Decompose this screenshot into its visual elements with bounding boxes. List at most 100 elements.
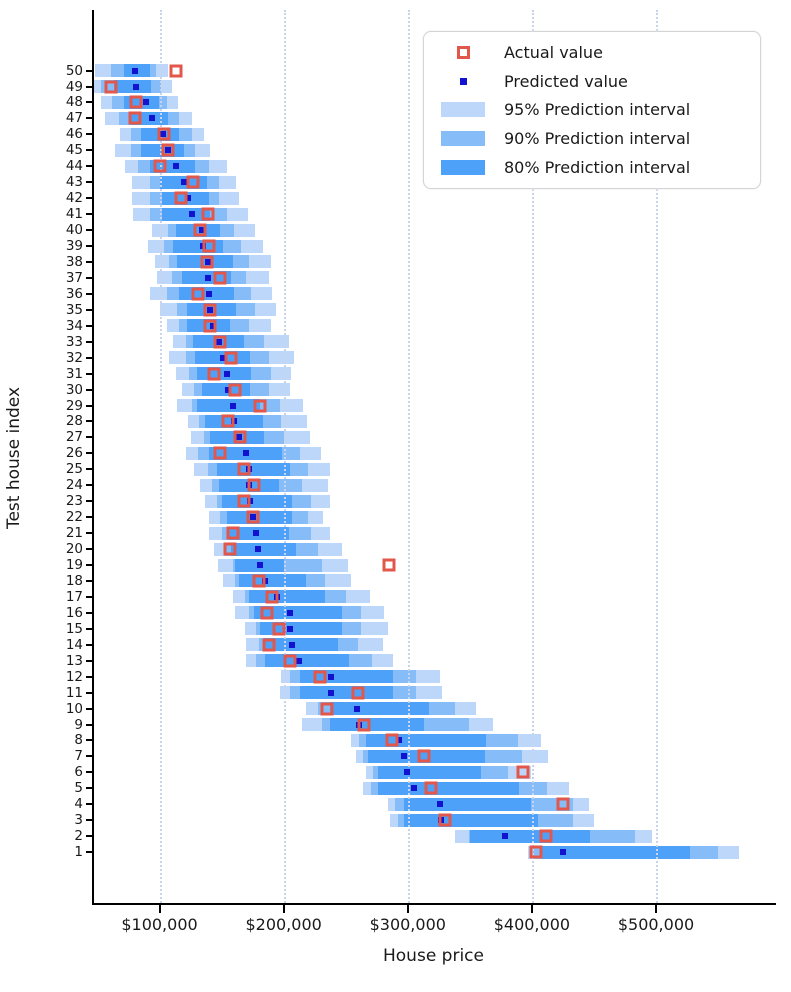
y-tick-mark <box>86 197 93 200</box>
actual-value-marker-row-4 <box>556 797 570 811</box>
y-tick-label: 47 <box>65 110 83 127</box>
interval-p80-row-1 <box>541 845 690 859</box>
y-tick-label: 15 <box>65 620 83 637</box>
interval-p80-row-8 <box>365 733 486 747</box>
x-tick-label: $400,000 <box>493 915 571 934</box>
y-tick-label: 36 <box>65 285 83 302</box>
actual-value-marker-row-26 <box>213 446 227 460</box>
actual-value-marker-row-36 <box>191 287 205 301</box>
actual-value-marker-row-43 <box>186 175 200 189</box>
actual-value-marker-row-46 <box>157 127 171 141</box>
actual-value-marker-row-9 <box>357 718 371 731</box>
predicted-value-marker-row-47 <box>149 115 156 122</box>
y-tick-mark <box>86 181 93 184</box>
predicted-value-marker-row-30 <box>224 386 231 393</box>
y-tick-label: 48 <box>65 94 83 111</box>
y-tick-mark <box>86 165 93 168</box>
y-tick-label: 33 <box>65 333 83 350</box>
legend-label: 95% Prediction interval <box>504 100 691 120</box>
y-tick-mark <box>86 229 93 232</box>
y-tick-mark <box>86 468 93 471</box>
interval-p80-row-12 <box>299 670 393 684</box>
actual-value-marker-row-12 <box>313 670 327 684</box>
actual-value-marker-row-3 <box>438 813 452 827</box>
y-tick-mark <box>86 819 93 822</box>
predicted-value-marker-row-6 <box>403 769 410 776</box>
y-tick-label: 14 <box>65 636 83 653</box>
interval-p80-row-29 <box>196 399 261 412</box>
legend-marker-box <box>434 160 492 176</box>
actual-value-marker-row-2 <box>539 829 553 843</box>
actual-value-marker-row-11 <box>351 686 365 700</box>
y-tick-label: 25 <box>65 461 83 478</box>
y-tick-label: 23 <box>65 493 83 510</box>
predicted-value-marker-row-10 <box>353 705 360 712</box>
actual-value-marker-row-29 <box>253 399 267 412</box>
y-tick-mark <box>86 117 93 120</box>
actual-value-marker-row-17 <box>265 590 279 604</box>
predicted-value-marker-row-36 <box>206 290 213 297</box>
y-tick-mark <box>86 579 93 582</box>
actual-value-marker-row-14 <box>262 638 276 652</box>
y-tick-label: 49 <box>65 78 83 95</box>
y-tick-mark <box>86 771 93 774</box>
predicted-value-marker-row-13 <box>295 657 302 664</box>
y-tick-mark <box>86 564 93 566</box>
predicted-value-marker-row-46 <box>160 131 167 138</box>
predicted-value-marker-row-31 <box>223 370 230 377</box>
predicted-value-marker-row-12 <box>327 673 334 680</box>
predicted-value-marker-row-41 <box>188 211 195 218</box>
actual-value-marker-row-40 <box>193 223 207 237</box>
predicted-value-marker-row-15 <box>286 625 293 632</box>
actual-value-marker-row-38 <box>200 255 214 269</box>
x-axis-title: House price <box>383 946 484 966</box>
actual-value-marker-row-24 <box>247 478 261 492</box>
y-tick-mark <box>86 755 93 758</box>
y-tick-mark <box>86 260 93 263</box>
y-tick-label: 17 <box>65 588 83 605</box>
p95-swatch-icon <box>441 102 485 118</box>
x-tick-mark <box>406 905 409 913</box>
y-tick-mark <box>86 149 93 152</box>
interval-p80-row-22 <box>226 510 293 524</box>
interval-p80-row-38 <box>176 255 233 269</box>
y-tick-label: 7 <box>74 748 83 765</box>
actual-value-marker-row-6 <box>516 765 530 779</box>
y-tick-mark <box>86 213 93 216</box>
legend-entry-actual: Actual value <box>434 38 750 66</box>
actual-value-marker-row-30 <box>228 383 242 397</box>
y-tick-mark <box>86 388 93 391</box>
predicted-value-marker-row-11 <box>327 689 334 696</box>
y-tick-mark <box>86 851 93 854</box>
actual-value-marker-row-15 <box>272 622 286 636</box>
y-tick-mark <box>86 292 93 295</box>
interval-p80-row-18 <box>238 574 306 588</box>
interval-p80-row-13 <box>265 654 350 668</box>
y-tick-mark <box>86 595 93 598</box>
predicted-value-marker-row-49 <box>132 83 139 90</box>
y-tick-mark <box>86 340 93 343</box>
predicted-value-marker-row-14 <box>289 641 296 648</box>
actual-value-marker-row-10 <box>320 702 334 716</box>
interval-p80-row-25 <box>216 462 290 476</box>
y-tick-mark <box>86 723 93 726</box>
y-tick-label: 50 <box>65 62 83 79</box>
predicted-value-marker-row-48 <box>142 99 149 106</box>
actual-value-marker-row-35 <box>203 303 217 317</box>
predicted-value-marker-row-37 <box>204 274 211 281</box>
legend-marker-box <box>434 131 492 147</box>
actual-value-marker-row-21 <box>226 526 240 540</box>
y-tick-label: 19 <box>65 557 83 573</box>
interval-p80-row-11 <box>299 686 393 700</box>
y-tick-label: 46 <box>65 126 83 143</box>
y-tick-mark <box>86 101 93 104</box>
y-tick-label: 26 <box>65 445 83 462</box>
legend-marker-box <box>434 102 492 118</box>
gridline-$300,000 <box>407 10 410 903</box>
y-tick-label: 44 <box>65 158 83 175</box>
y-tick-mark <box>86 484 93 487</box>
gridline-$200,000 <box>283 10 286 903</box>
legend-entry-predicted: Predicted value <box>434 67 750 95</box>
y-tick-mark <box>86 324 93 327</box>
y-tick-mark <box>86 133 93 136</box>
